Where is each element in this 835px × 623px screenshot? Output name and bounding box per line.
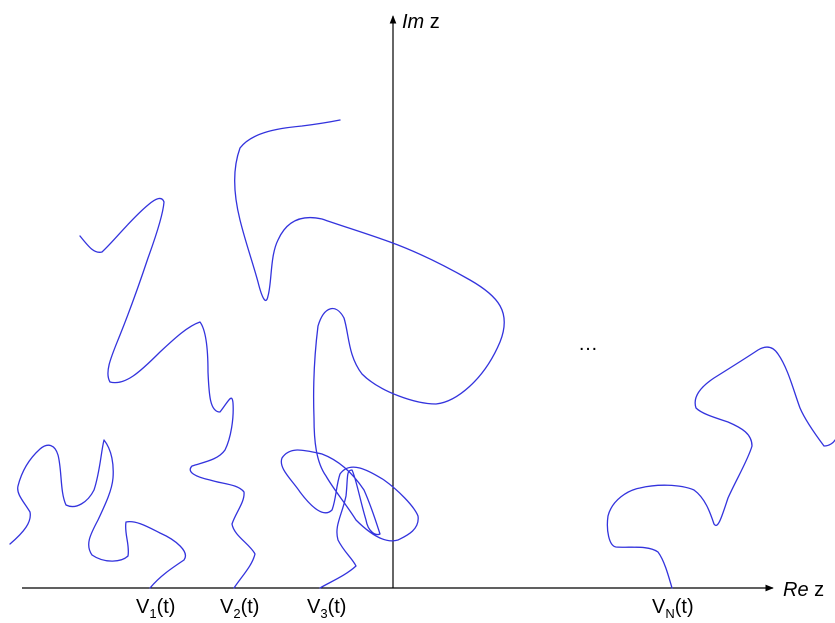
trajectory-v1: [9, 439, 186, 589]
label-v1: V1(t): [136, 596, 175, 621]
trajectory-vN: [606, 346, 835, 589]
label-v3: V3(t): [307, 596, 346, 621]
trajectory-v1-upper: [79, 197, 256, 589]
ellipsis: …: [578, 333, 598, 355]
label-v2: V2(t): [220, 596, 259, 621]
trajectory-v3: [234, 119, 505, 589]
label-vN: VN(t): [652, 596, 694, 621]
trajectories: [9, 119, 835, 589]
real-axis-label: Re z: [783, 579, 824, 601]
imaginary-axis-label: Im z: [402, 11, 440, 33]
